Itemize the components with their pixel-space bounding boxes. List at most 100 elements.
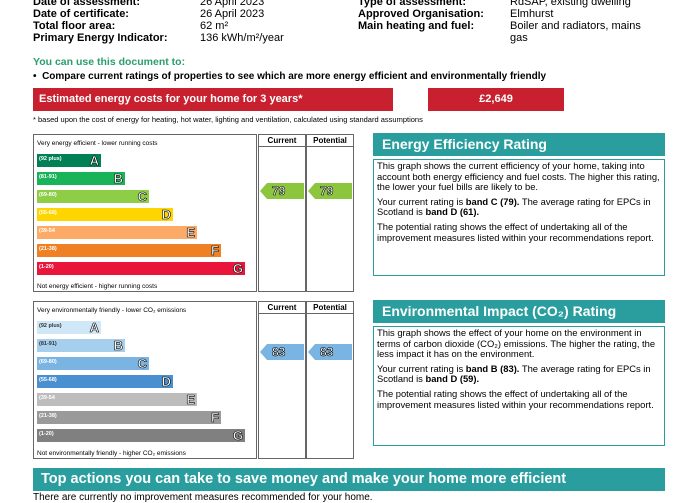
energy-band-letter: E: [186, 225, 195, 241]
energy-band-range: (69-80): [39, 192, 57, 198]
environment-p2-d: band D (59).: [425, 373, 480, 385]
environment-band-d: (55-68) D: [37, 374, 173, 390]
environment-p2-b: band B (83).: [465, 362, 520, 374]
environment-bottom-caption: Not environmentally friendly - higher CO…: [37, 450, 186, 457]
value-type-assessment: RdSAP, existing dwelling: [510, 0, 631, 8]
label-date-certificate: Date of certificate:: [33, 8, 129, 20]
energy-p2-d: band D (61).: [425, 206, 480, 218]
energy-band-d: (55-68) D: [37, 207, 173, 223]
energy-band-letter: B: [113, 171, 123, 187]
environment-band-letter: A: [89, 320, 99, 336]
energy-p2-b: band C (79).: [465, 195, 520, 207]
energy-potential-header: Potential: [307, 135, 353, 147]
energy-potential-arrow: 79: [308, 183, 352, 199]
label-date-assessment: Date of assessment:: [33, 0, 140, 8]
environment-band-letter: G: [232, 428, 244, 444]
value-date-certificate: 26 April 2023: [200, 8, 265, 20]
environment-current-value: 83: [272, 345, 286, 360]
environment-band-range: (55-68): [39, 377, 57, 383]
energy-band-range: (81-91): [39, 174, 57, 180]
environment-potential-header: Potential: [307, 302, 353, 314]
environment-current-header: Current: [259, 302, 305, 314]
environment-potential-col: Potential 83: [306, 301, 354, 459]
energy-panel-p3: The potential rating shows the effect of…: [377, 220, 654, 243]
energy-panel-p1: This graph shows the current efficiency …: [377, 160, 660, 193]
energy-band-range: (1-20): [39, 264, 54, 270]
energy-potential-value: 79: [320, 184, 334, 199]
energy-top-caption: Very energy efficient - lower running co…: [37, 140, 158, 147]
environment-band-g: (1-20) G: [37, 428, 245, 444]
energy-band-b: (81-91) B: [37, 171, 125, 187]
energy-current-col: Current 79: [258, 134, 306, 292]
energy-band-letter: F: [211, 243, 220, 259]
environment-band-f: (21-38) F: [37, 410, 221, 426]
environment-band-letter: F: [211, 410, 220, 426]
environment-band-range: (1-20): [39, 431, 54, 437]
environment-p2-a: Your current rating is: [377, 362, 466, 374]
environment-band-range: (81-91): [39, 341, 57, 347]
energy-current-header: Current: [259, 135, 305, 147]
cost-value: £2,649: [428, 88, 564, 111]
label-primary-energy: Primary Energy Indicator:: [33, 32, 168, 44]
environment-band-range: (69-80): [39, 359, 57, 365]
energy-bottom-caption: Not energy efficient - higher running co…: [37, 283, 158, 290]
energy-panel-body: This graph shows the current efficiency …: [373, 159, 665, 276]
energy-band-a: (92 plus) A: [37, 153, 101, 168]
environment-band-c: (69-80) C: [37, 356, 149, 372]
energy-current-arrow: 79: [260, 183, 304, 199]
environment-band-b: (81-91) B: [37, 338, 125, 354]
energy-p2-a: Your current rating is: [377, 195, 466, 207]
environment-band-letter: E: [186, 392, 195, 408]
environment-p2-c: The average rating for EPCs in Scotland …: [377, 362, 651, 385]
environment-panel-title: Environmental Impact (CO₂) Rating: [373, 300, 665, 323]
energy-current-value: 79: [272, 184, 286, 199]
environment-chart: Very environmentally friendly - lower CO…: [33, 301, 257, 459]
energy-band-range: (39-54: [39, 228, 55, 234]
environment-band-e: (39-54 E: [37, 392, 197, 408]
top-actions-heading: Top actions you can take to save money a…: [33, 468, 665, 491]
environment-panel-p3: The potential rating shows the effect of…: [377, 387, 654, 410]
label-main-heating: Main heating and fuel:: [358, 20, 475, 32]
value-main-heating-cont: gas: [510, 32, 528, 44]
environment-band-letter: C: [137, 356, 147, 372]
energy-band-g: (1-20) G: [37, 261, 245, 277]
use-heading: You can use this document to:: [33, 56, 186, 68]
value-main-heating: Boiler and radiators, mains: [510, 20, 641, 32]
environment-potential-value: 83: [320, 345, 334, 360]
environment-current-arrow: 83: [260, 344, 304, 360]
environment-potential-arrow: 83: [308, 344, 352, 360]
energy-p2-c: The average rating for EPCs in Scotland …: [377, 195, 651, 218]
environment-current-col: Current 83: [258, 301, 306, 459]
value-primary-energy: 136 kWh/m²/year: [200, 32, 284, 44]
energy-panel-p2: Your current rating is band C (79). The …: [377, 195, 661, 218]
label-floor-area: Total floor area:: [33, 20, 116, 32]
environment-panel-body: This graph shows the effect of your home…: [373, 326, 665, 446]
use-bullet: • Compare current ratings of properties …: [33, 71, 547, 82]
environment-band-letter: B: [113, 338, 123, 354]
cost-label: Estimated energy costs for your home for…: [33, 88, 393, 111]
environment-top-caption: Very environmentally friendly - lower CO…: [37, 307, 187, 314]
energy-band-range: (21-38): [39, 246, 57, 252]
energy-band-range: (92 plus): [39, 156, 62, 162]
energy-potential-col: Potential 79: [306, 134, 354, 292]
environment-band-range: (92 plus): [39, 323, 62, 329]
energy-band-f: (21-38) F: [37, 243, 221, 259]
cost-footnote: * based upon the cost of energy for heat…: [33, 115, 423, 124]
environment-band-a: (92 plus) A: [37, 320, 101, 336]
environment-panel-p2: Your current rating is band B (83). The …: [377, 362, 661, 385]
energy-band-letter: D: [161, 207, 171, 223]
value-date-assessment: 26 April 2023: [200, 0, 265, 8]
energy-band-letter: C: [137, 189, 147, 205]
value-approved-org: Elmhurst: [510, 8, 554, 20]
label-approved-org: Approved Organisation:: [358, 8, 484, 20]
energy-chart: Very energy efficient - lower running co…: [33, 134, 257, 292]
label-type-assessment: Type of assessment:: [358, 0, 467, 8]
energy-band-letter: G: [232, 261, 244, 277]
energy-panel-title: Energy Efficiency Rating: [373, 133, 665, 156]
value-floor-area: 62 m²: [200, 20, 229, 32]
environment-band-letter: D: [161, 374, 171, 390]
energy-band-range: (55-68): [39, 210, 57, 216]
no-measures-text: There are currently no improvement measu…: [33, 492, 373, 503]
energy-band-c: (69-80) C: [37, 189, 149, 205]
use-bullet-text: Compare current ratings of properties to…: [42, 71, 547, 82]
